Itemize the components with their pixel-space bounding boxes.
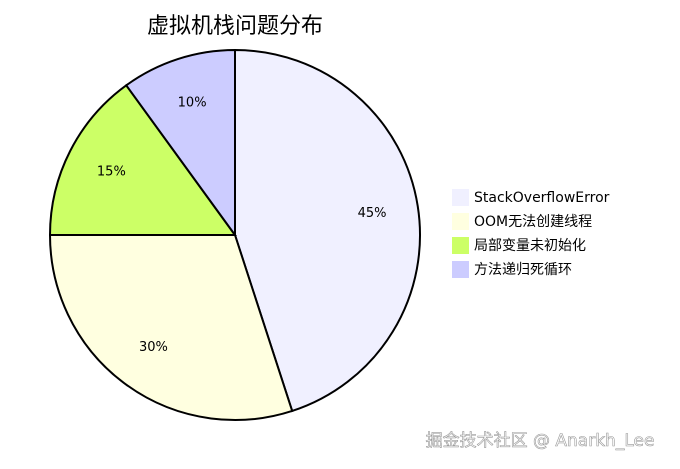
legend-label: 方法递归死循环 xyxy=(474,261,572,278)
chart-title: 虚拟机栈问题分布 xyxy=(147,14,323,39)
slice-label: 15% xyxy=(97,165,126,180)
legend-label: 局部变量未初始化 xyxy=(474,237,586,254)
watermark: 掘金技术社区 @ Anarkh_Lee xyxy=(426,431,655,451)
legend-swatch xyxy=(452,189,469,206)
legend-label: OOM无法创建线程 xyxy=(474,214,592,230)
legend-swatch xyxy=(452,237,469,254)
pie-slice xyxy=(124,48,236,239)
pie-slice xyxy=(48,83,237,236)
legend-swatch xyxy=(452,213,469,230)
legend-label: StackOverflowError xyxy=(474,190,610,206)
slice-label: 45% xyxy=(358,206,387,221)
slice-label: 30% xyxy=(139,340,168,355)
pie-slice xyxy=(234,48,421,413)
pie-slice xyxy=(48,234,294,421)
legend-swatch xyxy=(452,261,469,278)
slice-label: 10% xyxy=(178,96,207,111)
